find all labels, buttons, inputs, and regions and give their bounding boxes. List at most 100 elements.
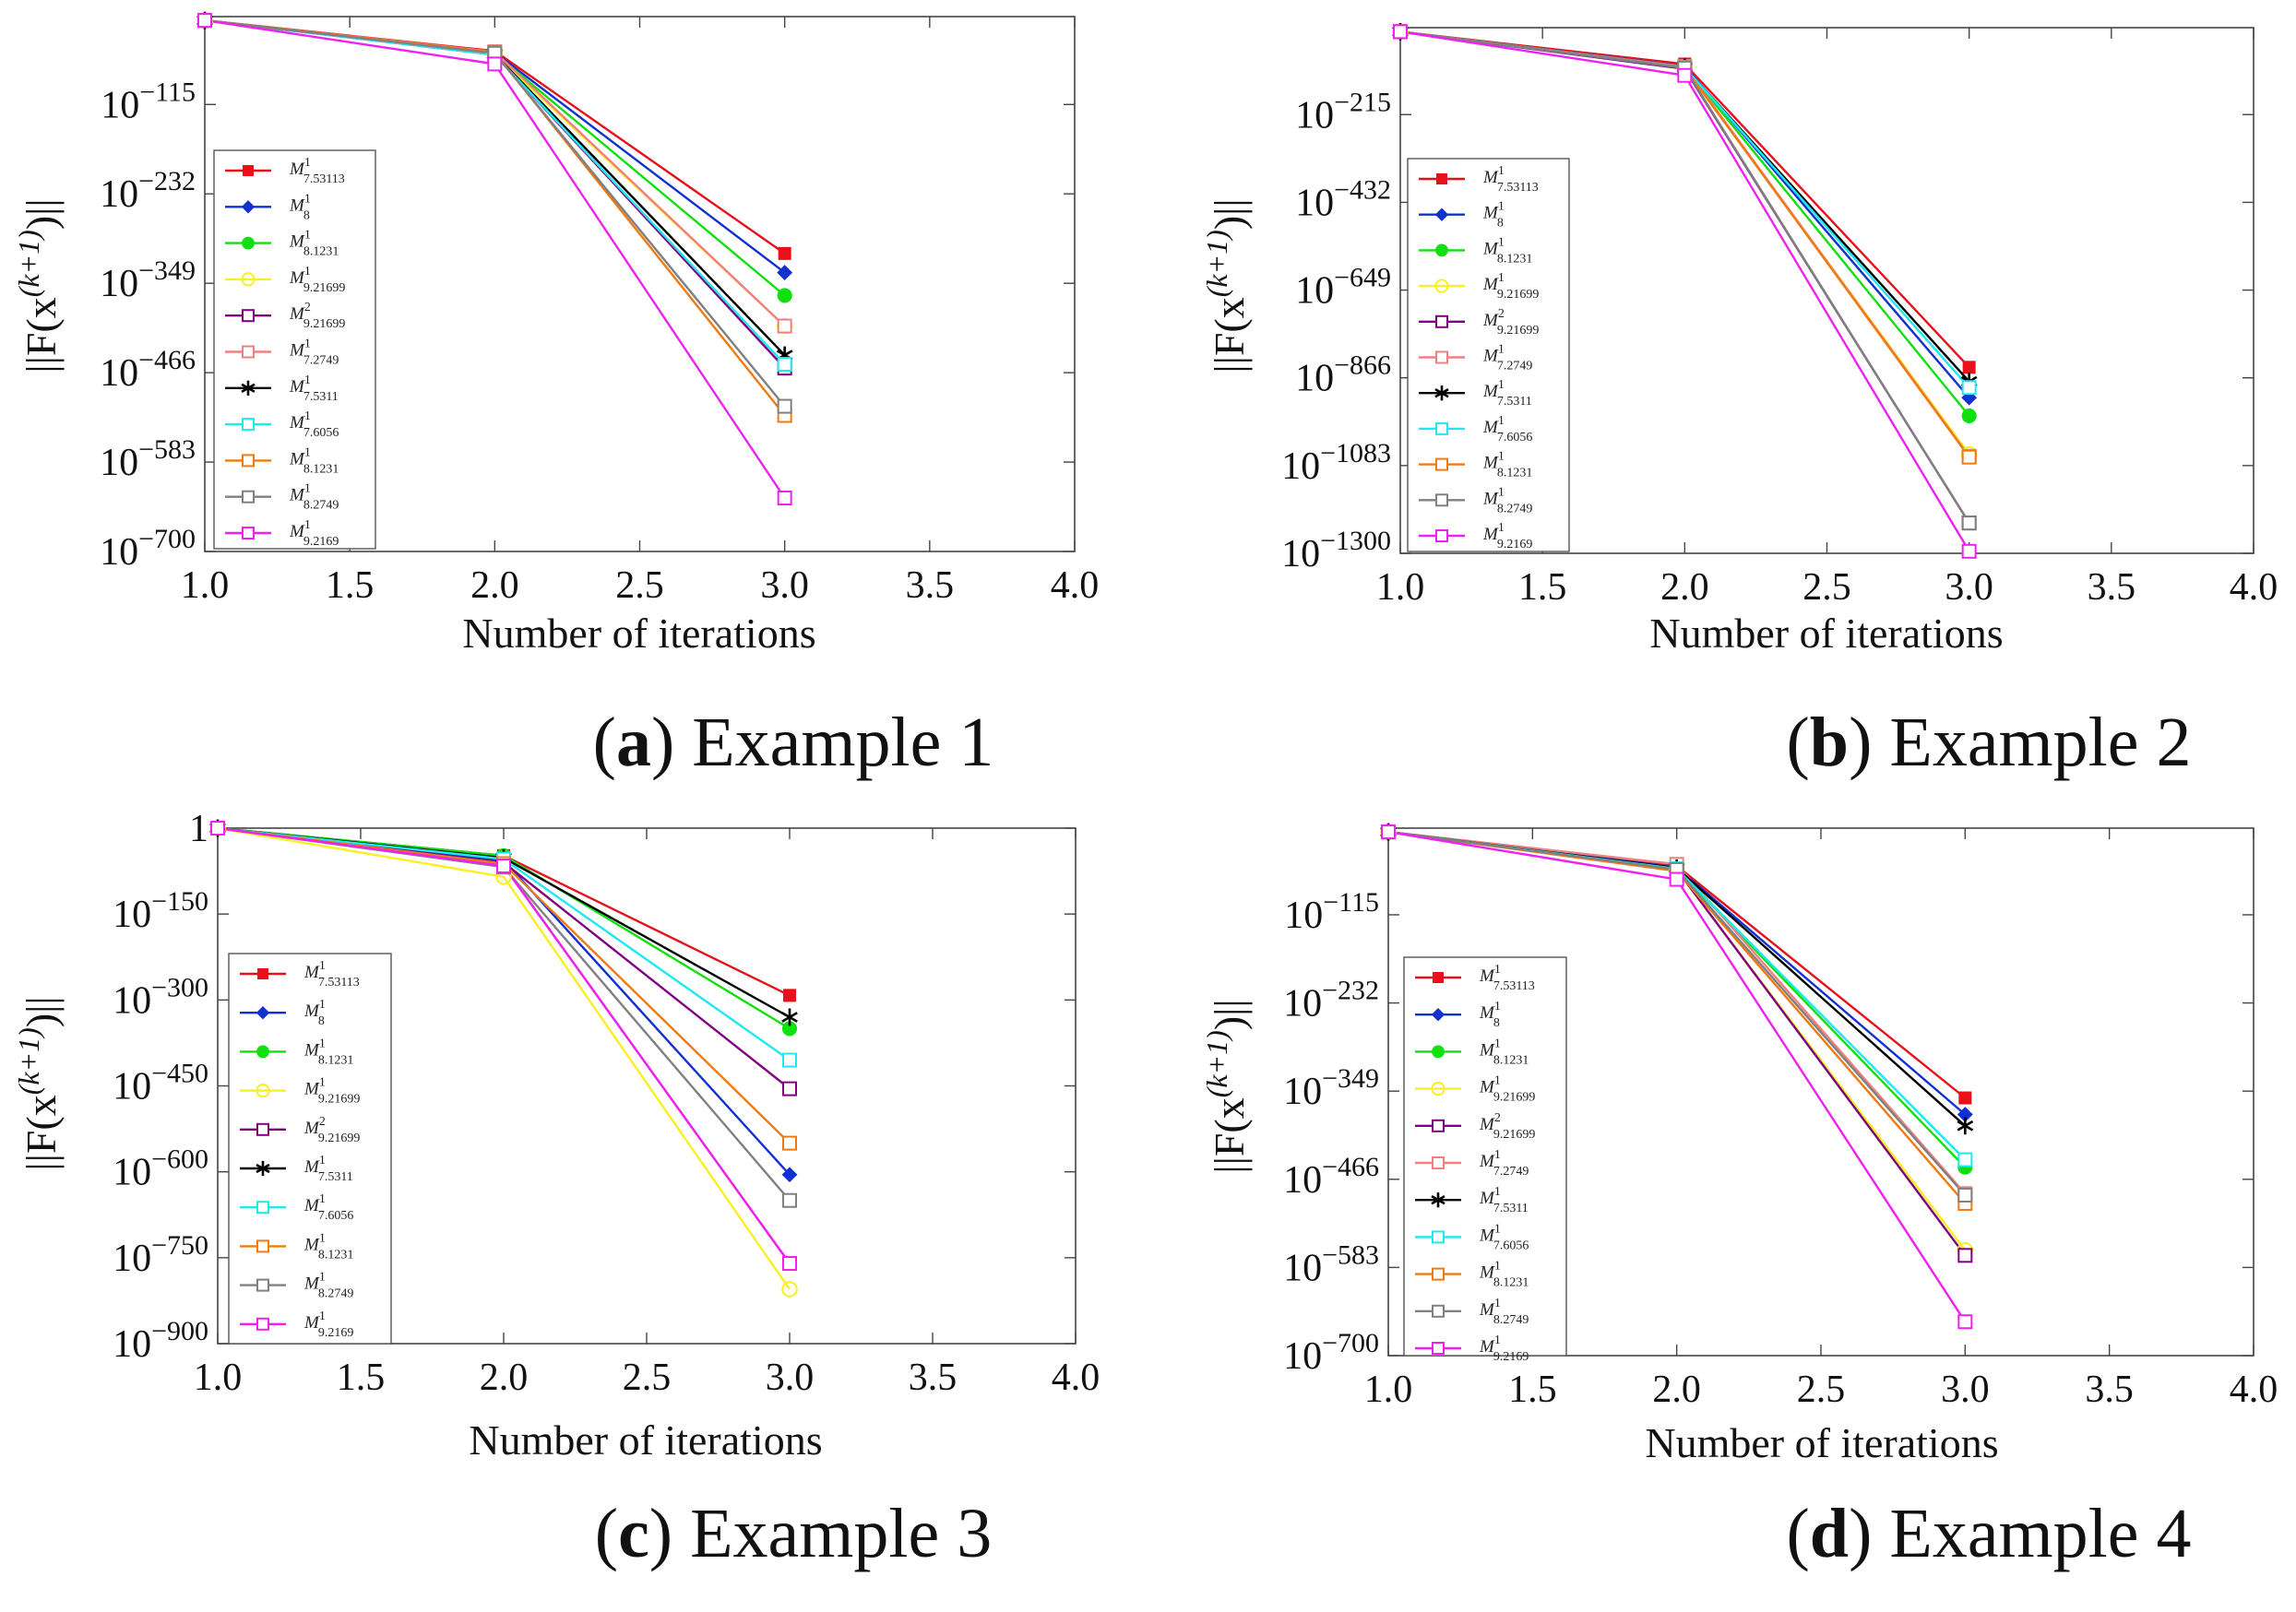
y-tick-label: 10−300 (113, 972, 208, 1022)
legend-label: M1 7.53113 (1482, 164, 1539, 195)
data-point (782, 1135, 797, 1151)
legend-label: M1 8.1231 (1482, 235, 1532, 266)
legend-label: M1 7.6056 (289, 409, 339, 440)
x-axis-label: Number of iterations (1645, 1419, 1998, 1466)
chart-panel-d: 1.0 1.5 2.0 2.5 3.0 3.5 4.0 10−115 10−232 10−349 1… (1200, 823, 2278, 1572)
legend-label: M1 7.2749 (1479, 1148, 1529, 1179)
panel-caption: (d) Example 4 (1786, 1495, 2191, 1572)
legend-marker (256, 1278, 269, 1292)
x-axis-label: Number of iterations (1649, 610, 2003, 657)
legend-marker (1431, 1192, 1445, 1208)
data-point (1961, 380, 1977, 396)
y-tick-label: 10−583 (100, 434, 196, 484)
legend-marker (1434, 279, 1449, 293)
data-point (782, 1256, 797, 1272)
data-point (778, 246, 791, 260)
y-tick-label: 10−750 (113, 1230, 208, 1280)
x-tick-label: 2.0 (470, 564, 519, 607)
legend-label: M1 9.2169 (1482, 521, 1532, 551)
data-point (777, 265, 793, 280)
legend-marker (1435, 350, 1448, 364)
data-point (781, 1167, 798, 1183)
y-tick-label: 10−115 (101, 77, 196, 126)
legend-marker (1432, 1119, 1445, 1132)
data-point (777, 318, 792, 334)
y-tick-label: 10−1300 (1281, 526, 1391, 575)
legend-marker (1432, 1267, 1445, 1281)
data-point (1961, 543, 1977, 559)
data-point (1958, 1091, 1972, 1105)
x-tick-label: 1.5 (1518, 566, 1567, 609)
legend-label: M1 8.2749 (1482, 485, 1532, 516)
legend-label: M1 7.53113 (303, 959, 360, 990)
x-tick-label: 3.0 (760, 564, 809, 607)
legend-marker (243, 165, 254, 176)
x-tick-label: 3.0 (1945, 566, 1993, 609)
data-point (782, 1192, 797, 1208)
legend-marker (1432, 1304, 1445, 1318)
legend-label: M1 9.21699 (1479, 1074, 1535, 1105)
data-point (1957, 1107, 1973, 1122)
y-tick-label: 10−466 (1283, 1152, 1379, 1202)
legend-label: M1 7.6056 (303, 1192, 353, 1223)
y-tick-label: 10−232 (1283, 976, 1379, 1025)
panel-caption: (b) Example 2 (1786, 704, 2191, 781)
x-tick-label: 2.5 (615, 564, 664, 607)
legend-box (213, 149, 376, 550)
legend-marker (1435, 421, 1448, 435)
chart-panel-a: 1.0 1.5 2.0 2.5 3.0 3.5 4.0 10−115 10−232 10−349 1… (12, 11, 1099, 781)
data-point (1961, 408, 1977, 423)
legend-marker (1435, 243, 1448, 257)
data-point (777, 491, 792, 505)
y-tick-label: 10−700 (100, 524, 196, 574)
legend-marker (241, 200, 256, 214)
series-line (217, 826, 791, 1290)
legend-label: M1 7.5311 (1482, 378, 1532, 409)
legend-marker (256, 1317, 269, 1331)
legend-box (228, 953, 392, 1345)
y-tick-label: 10−432 (1295, 174, 1391, 224)
data-point (487, 56, 503, 72)
y-tick-label: 10−1083 (1281, 438, 1391, 488)
data-point (782, 1081, 797, 1096)
y-tick-label: 10−866 (1295, 350, 1391, 400)
y-tick-label: 10−450 (113, 1059, 208, 1108)
legend-marker (242, 490, 255, 504)
data-point (1957, 1314, 1973, 1330)
legend-marker (1435, 493, 1448, 507)
y-axis-label: ||F(x(k+1))|| (1200, 999, 1253, 1173)
y-axis-label: ||F(x(k+1))|| (1200, 198, 1253, 373)
data-point (1961, 449, 1977, 465)
legend-marker (242, 309, 255, 323)
x-tick-label: 3.5 (2088, 566, 2136, 609)
legend-label: M2 9.21699 (1482, 307, 1539, 338)
legend-label: M1 8.2749 (1479, 1297, 1529, 1327)
data-point (781, 1281, 798, 1298)
data-point (777, 398, 792, 414)
data-point (1957, 1152, 1973, 1168)
legend-label: M1 8 (289, 192, 311, 222)
legend-label: M1 8 (303, 998, 326, 1028)
legend-marker (257, 968, 268, 979)
legend-label: M1 7.6056 (1482, 414, 1532, 444)
x-tick-label: 4.0 (2230, 1369, 2278, 1411)
legend: M1 7.53113 M1 8 M1 8.1231 M1 9.21699 M2 9.21699 M1… (228, 953, 392, 1345)
legend-label: M1 8.1231 (289, 229, 339, 259)
x-tick-label: 2.5 (1797, 1369, 1846, 1411)
x-tick-label: 2.5 (623, 1357, 672, 1399)
legend: M1 7.53113 M1 8 M1 8.1231 M1 9.21699 M2 9.21699 M1… (1407, 158, 1570, 552)
legend: M1 7.53113 M1 8 M1 8.1231 M1 9.21699 M2 9.21699 M1… (1403, 956, 1567, 1364)
legend-label: M1 7.6056 (1479, 1222, 1529, 1252)
x-axis-label: Number of iterations (469, 1416, 822, 1464)
data-point (783, 989, 796, 1002)
y-tick-label: 10−349 (100, 255, 196, 305)
legend-marker (1432, 1045, 1445, 1059)
x-tick-label: 3.0 (1941, 1369, 1990, 1411)
x-tick-label: 3.5 (909, 1357, 958, 1399)
x-tick-label: 4.0 (2230, 566, 2278, 609)
data-point (782, 1052, 797, 1068)
x-tick-label: 3.5 (2085, 1369, 2134, 1411)
y-tick-label: 10−900 (113, 1316, 208, 1366)
legend-label: M1 7.5311 (303, 1154, 353, 1184)
